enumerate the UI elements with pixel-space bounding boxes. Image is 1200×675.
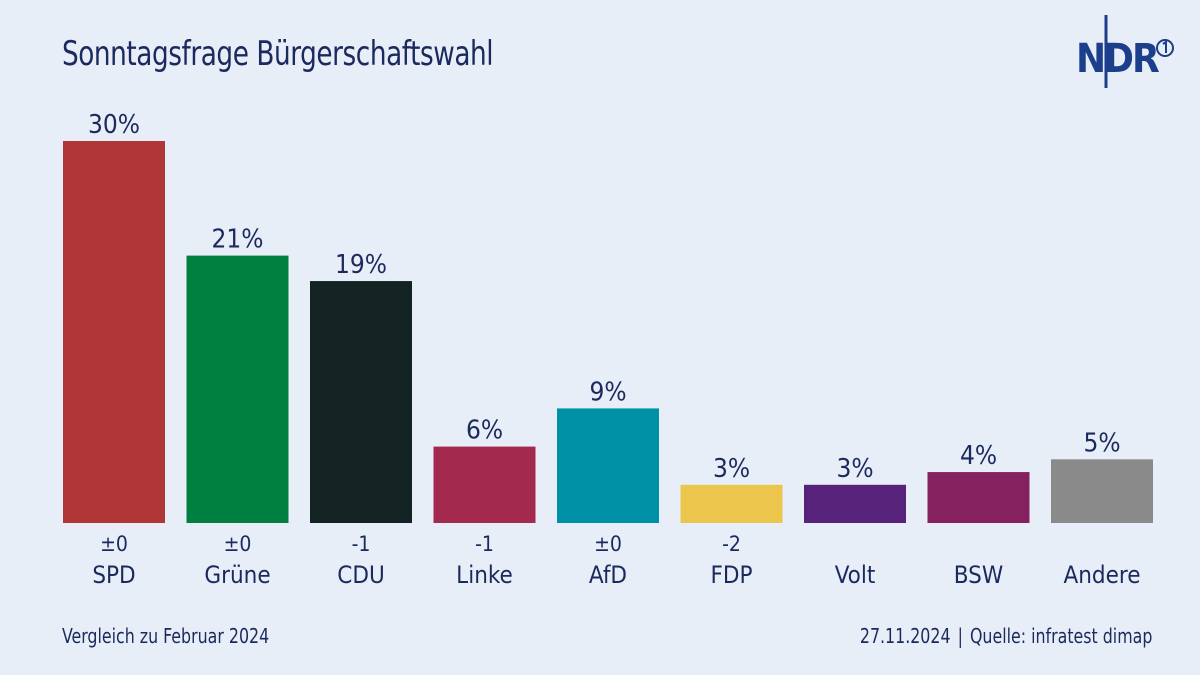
source-line: 27.11.2024 | Quelle: infratest dimap <box>859 624 1152 648</box>
category-label-0: SPD <box>92 561 135 589</box>
category-label-4: AfD <box>589 561 627 589</box>
value-label-2: 19% <box>335 250 387 280</box>
category-label-1: Grüne <box>204 561 270 589</box>
value-label-5: 3% <box>713 454 750 484</box>
logo-one-glyph-icon <box>1162 40 1167 53</box>
change-label-1: ±0 <box>224 532 252 556</box>
poll-date: 27.11.2024 <box>859 624 951 648</box>
bar-6 <box>804 484 906 523</box>
category-label-6: Volt <box>835 561 876 589</box>
value-label-1: 21% <box>212 225 264 255</box>
category-label-7: BSW <box>954 561 1003 589</box>
change-label-0: ±0 <box>100 532 128 556</box>
bar-8 <box>1051 459 1153 523</box>
poll-source: Quelle: infratest dimap <box>969 624 1152 648</box>
ndr-logo: NDR <box>1076 15 1174 88</box>
bar-4 <box>557 408 659 523</box>
logo-one-circle-icon <box>1156 39 1174 57</box>
value-label-3: 6% <box>466 416 503 446</box>
bar-2 <box>310 281 412 523</box>
footer-separator: | <box>957 624 963 648</box>
bar-7 <box>927 472 1030 523</box>
category-label-5: FDP <box>710 561 752 589</box>
bar-3 <box>433 446 536 523</box>
value-label-6: 3% <box>836 454 873 484</box>
category-label-3: Linke <box>456 561 513 589</box>
value-label-4: 9% <box>589 377 626 407</box>
logo-text: NDR <box>1076 36 1159 82</box>
change-label-2: -1 <box>352 532 371 556</box>
category-label-8: Andere <box>1063 561 1140 589</box>
comparison-note: Vergleich zu Februar 2024 <box>62 624 270 648</box>
bar-0 <box>63 141 165 523</box>
bar-5 <box>680 484 783 523</box>
category-label-2: CDU <box>337 561 385 589</box>
change-label-4: ±0 <box>594 532 622 556</box>
value-label-0: 30% <box>88 110 140 140</box>
bar-1 <box>186 255 289 523</box>
value-label-8: 5% <box>1083 428 1120 458</box>
page-title: Sonntagsfrage Bürgerschaftswahl <box>62 34 494 74</box>
change-label-5: -2 <box>722 532 741 556</box>
change-label-3: -1 <box>475 532 494 556</box>
value-label-7: 4% <box>960 441 997 471</box>
